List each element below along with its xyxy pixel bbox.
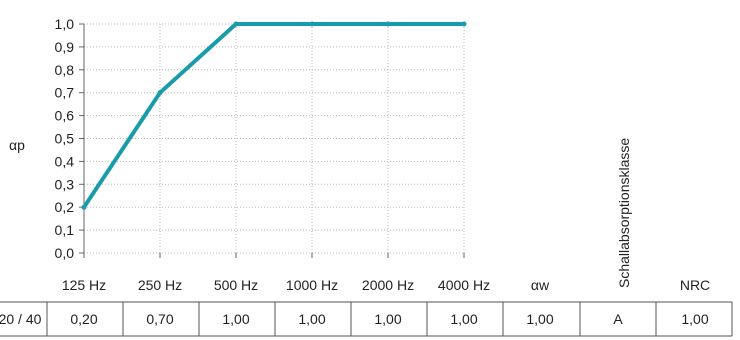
y-tick-label: 0,9: [55, 39, 75, 55]
data-point: [461, 21, 467, 27]
y-tick-label: 0,7: [55, 85, 75, 101]
nrc-header: NRC: [680, 277, 710, 293]
data-point: [81, 204, 87, 210]
table-cell: 1,00: [681, 311, 708, 327]
x-tick-label: 2000 Hz: [362, 277, 414, 293]
data-series: [81, 21, 467, 210]
table-cell: 1,00: [526, 311, 553, 327]
table-cell: 1,00: [222, 311, 249, 327]
x-tick-label: 500 Hz: [214, 277, 258, 293]
y-tick-labels: 0,0 0,1 0,2 0,3 0,4 0,5 0,6 0,7 0,8 0,9 1,0: [55, 16, 75, 261]
table-cell: 1,00: [374, 311, 401, 327]
table-cell: 1,00: [298, 311, 325, 327]
data-point: [385, 21, 391, 27]
alpha-w-header: αw: [531, 277, 550, 293]
absorption-class-header: Schallabsorptionsklasse: [616, 138, 632, 288]
y-tick-label: 0,1: [55, 222, 75, 238]
values-table: 20 / 40 0,20 0,70 1,00 1,00 1,00 1,00 1,00 A 1,00: [0, 301, 733, 337]
y-tick-label: 0,6: [55, 108, 75, 124]
y-tick-label: 0,3: [55, 176, 75, 192]
y-tick-label: 0,8: [55, 62, 75, 78]
table-cell: 0,70: [146, 311, 173, 327]
y-tick-label: 0,2: [55, 199, 75, 215]
axes: [79, 23, 465, 258]
table-cell: 0,20: [70, 311, 97, 327]
table-cell: 1,00: [450, 311, 477, 327]
series-line: [82, 22, 466, 210]
y-tick-label: 1,0: [55, 16, 75, 32]
data-point: [157, 90, 163, 96]
table-cell: 20 / 40: [0, 311, 42, 327]
data-point: [309, 21, 315, 27]
y-axis-label: αp: [9, 137, 25, 153]
grid: [83, 23, 465, 254]
x-tick-label: 125 Hz: [62, 277, 106, 293]
x-tick-label: 4000 Hz: [438, 277, 490, 293]
x-tick-label: 250 Hz: [138, 277, 182, 293]
y-tick-label: 0,5: [55, 131, 75, 147]
y-tick-label: 0,0: [55, 245, 75, 261]
x-tick-label: 1000 Hz: [286, 277, 338, 293]
y-axis-label-symbol: αp: [9, 137, 25, 153]
x-tick-labels: 125 Hz 250 Hz 500 Hz 1000 Hz 2000 Hz 4000 Hz: [62, 277, 490, 293]
y-tick-label: 0,4: [55, 153, 75, 169]
table-cell: A: [613, 311, 623, 327]
data-point: [233, 21, 239, 27]
